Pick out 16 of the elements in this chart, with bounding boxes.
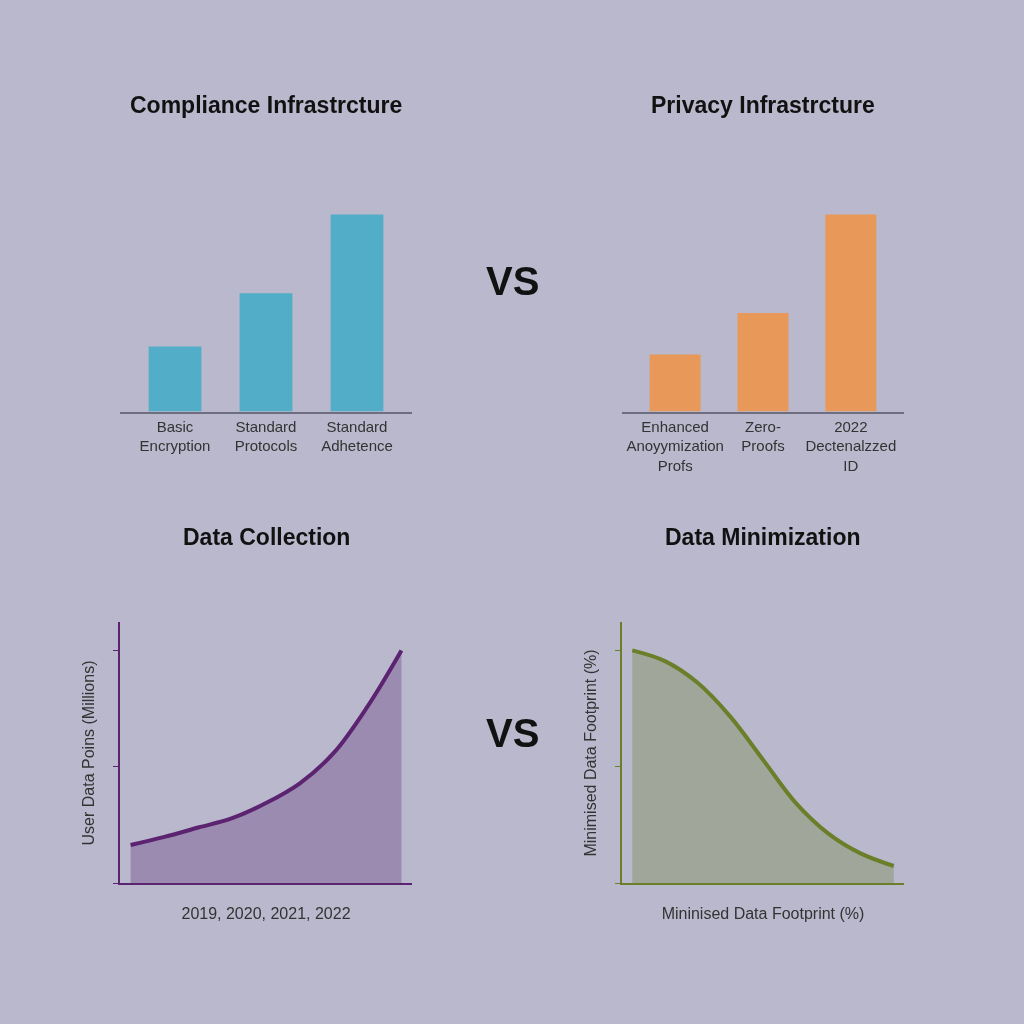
x-tick-label: Zero- Proofs <box>741 417 785 455</box>
text: VS <box>486 259 540 303</box>
x-tick-label: Enhanced Anoyymization Profs <box>626 417 724 474</box>
x-tick-label: Standard Protocols <box>234 417 298 455</box>
x-axis-title: 2019, 2020, 2021, 2022 <box>181 904 351 922</box>
x-axis-title: Mininised Data Footprint (%) <box>661 904 865 922</box>
chart-title: Privacy Infrastrcture <box>651 92 875 118</box>
chart-title: Data Collection <box>183 524 351 550</box>
y-axis-title: User Data Poins (Millions) <box>79 660 97 846</box>
y-axis-title: Minimised Data Footprint (%) <box>581 649 599 857</box>
chart-title: Data Minimization <box>665 524 861 550</box>
chart-title: Compliance Infrastrcture <box>130 92 403 118</box>
x-tick-label: Standard Adhetence <box>321 417 393 455</box>
x-tick-label: 2022 Dectenalzzed ID <box>805 417 897 474</box>
x-tick-label: Basic Encryption <box>139 417 211 455</box>
text: VS <box>486 711 540 755</box>
